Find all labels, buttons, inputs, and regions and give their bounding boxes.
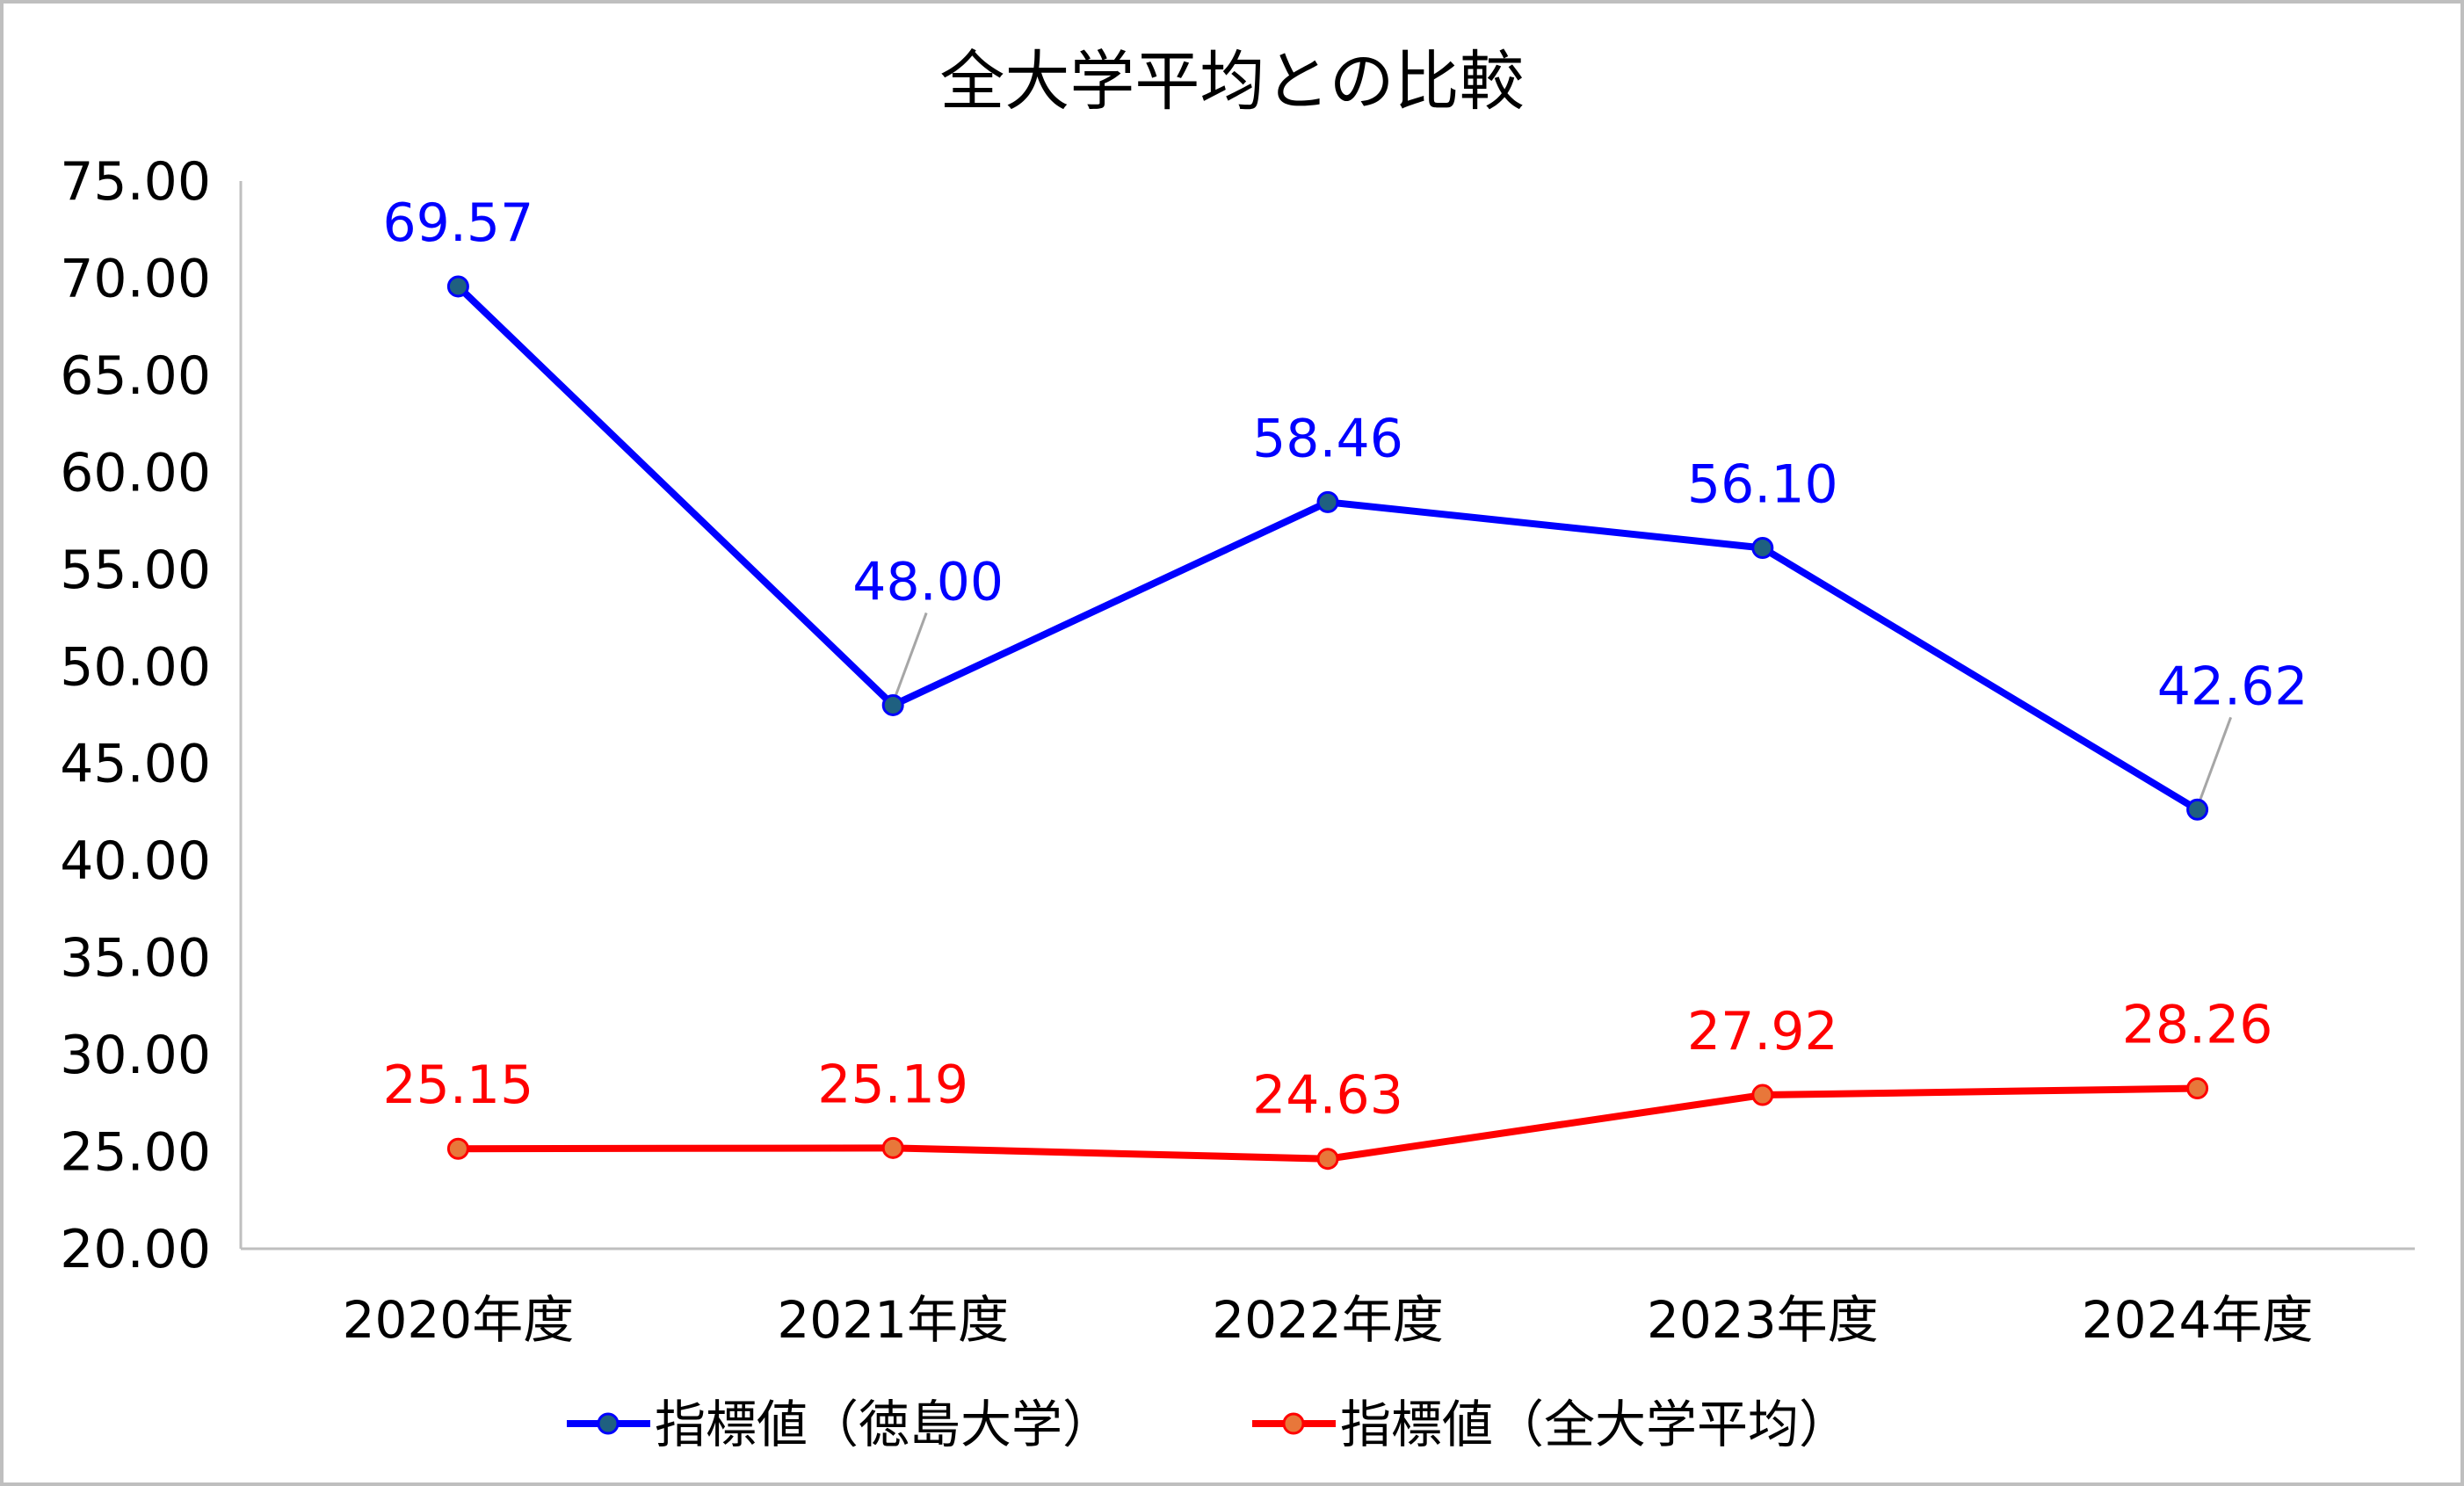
- data-point: [446, 1137, 469, 1160]
- legend-label: 指標値（徳島大学）: [655, 1395, 1113, 1454]
- data-label: 42.62: [2157, 656, 2308, 717]
- data-point: [2186, 1077, 2209, 1100]
- data-label: 48.00: [852, 551, 1004, 613]
- x-category-label: 2020年度: [343, 1290, 575, 1350]
- data-label: 25.19: [817, 1054, 968, 1115]
- data-point: [1316, 490, 1339, 513]
- data-point: [1751, 537, 1774, 560]
- y-tick-label: 45.00: [60, 734, 211, 795]
- y-tick-label: 55.00: [60, 540, 211, 601]
- y-tick-label: 40.00: [60, 830, 211, 892]
- data-label: 58.46: [1252, 408, 1403, 469]
- y-tick-label: 30.00: [60, 1025, 211, 1086]
- data-label: 28.26: [2122, 995, 2273, 1056]
- y-tick-label: 50.00: [60, 636, 211, 698]
- data-point: [881, 693, 904, 716]
- y-tick-label: 70.00: [60, 248, 211, 309]
- legend-item-2: 指標値（全大学平均）: [1252, 1395, 1850, 1454]
- chart-title: 全大学平均との比較: [939, 44, 1524, 120]
- y-tick-label: 75.00: [60, 151, 211, 213]
- legend-label: 指標値（全大学平均）: [1340, 1395, 1850, 1454]
- x-category-label: 2024年度: [2082, 1290, 2314, 1350]
- y-tick-label: 60.00: [60, 442, 211, 504]
- leader-line: [893, 612, 928, 699]
- legend-marker-icon: [1282, 1412, 1305, 1435]
- y-tick-label: 25.00: [60, 1122, 211, 1184]
- y-tick-label: 20.00: [60, 1219, 211, 1280]
- y-tick-label: 65.00: [60, 345, 211, 407]
- series-1: 69.57 48.00 58.46 56.10 42.62: [383, 192, 2308, 821]
- x-category-label: 2022年度: [1212, 1290, 1444, 1350]
- data-label: 27.92: [1687, 1001, 1838, 1062]
- data-point: [1316, 1148, 1339, 1171]
- data-point: [881, 1136, 904, 1159]
- data-point: [2186, 798, 2209, 821]
- x-category-label: 2021年度: [777, 1290, 1009, 1350]
- data-label: 24.63: [1252, 1065, 1403, 1127]
- legend-item-1: 指標値（徳島大学）: [567, 1395, 1113, 1454]
- leader-line: [2198, 716, 2233, 803]
- data-label: 69.57: [383, 192, 534, 254]
- data-label: 25.15: [383, 1055, 534, 1116]
- legend-marker-icon: [597, 1412, 620, 1435]
- data-point: [446, 275, 469, 298]
- series-2: 25.15 25.19 24.63 27.92 28.26: [383, 995, 2273, 1171]
- y-tick-label: 35.00: [60, 928, 211, 989]
- data-label: 56.10: [1687, 454, 1838, 516]
- x-category-label: 2023年度: [1647, 1290, 1879, 1350]
- data-point: [1751, 1084, 1774, 1106]
